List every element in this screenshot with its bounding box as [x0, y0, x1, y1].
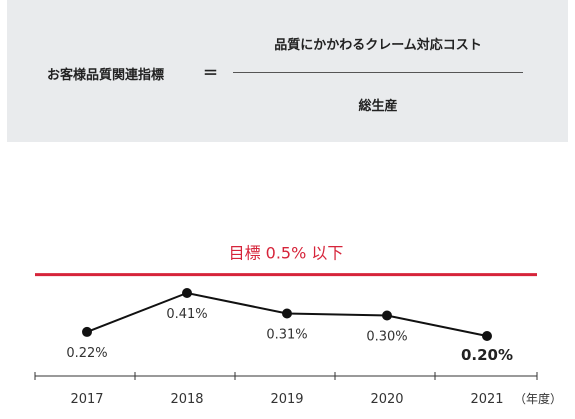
- formula-denominator: 総生産: [358, 99, 398, 114]
- formula-left-term: お客様品質関連指標: [47, 68, 165, 83]
- data-label: 0.31%: [266, 327, 307, 342]
- formula-numerator: 品質にかかわるクレーム対応コスト: [274, 38, 482, 53]
- data-point: [482, 331, 492, 341]
- data-point: [182, 288, 192, 298]
- x-tick-label: 2020: [370, 392, 403, 407]
- formula-fraction-line: [233, 72, 523, 73]
- data-point: [382, 310, 392, 321]
- formula-panel: お客様品質関連指標 ＝ 品質にかかわるクレーム対応コスト 総生産: [7, 0, 568, 142]
- x-tick-label: 2017: [70, 392, 103, 407]
- x-unit-label: （年度）: [514, 391, 562, 406]
- data-label: 0.30%: [366, 330, 407, 345]
- data-label: 0.20%: [461, 346, 513, 364]
- data-point: [282, 308, 292, 319]
- formula-equals-sign: ＝: [203, 64, 219, 82]
- x-tick-label: 2019: [270, 392, 303, 407]
- data-point: [82, 326, 92, 337]
- data-label: 0.41%: [166, 307, 207, 322]
- x-tick-label: 2018: [170, 392, 203, 407]
- target-label: 目標 0.5% 以下: [229, 244, 344, 263]
- x-tick-label: 2021: [470, 392, 503, 407]
- data-label: 0.22%: [66, 346, 107, 361]
